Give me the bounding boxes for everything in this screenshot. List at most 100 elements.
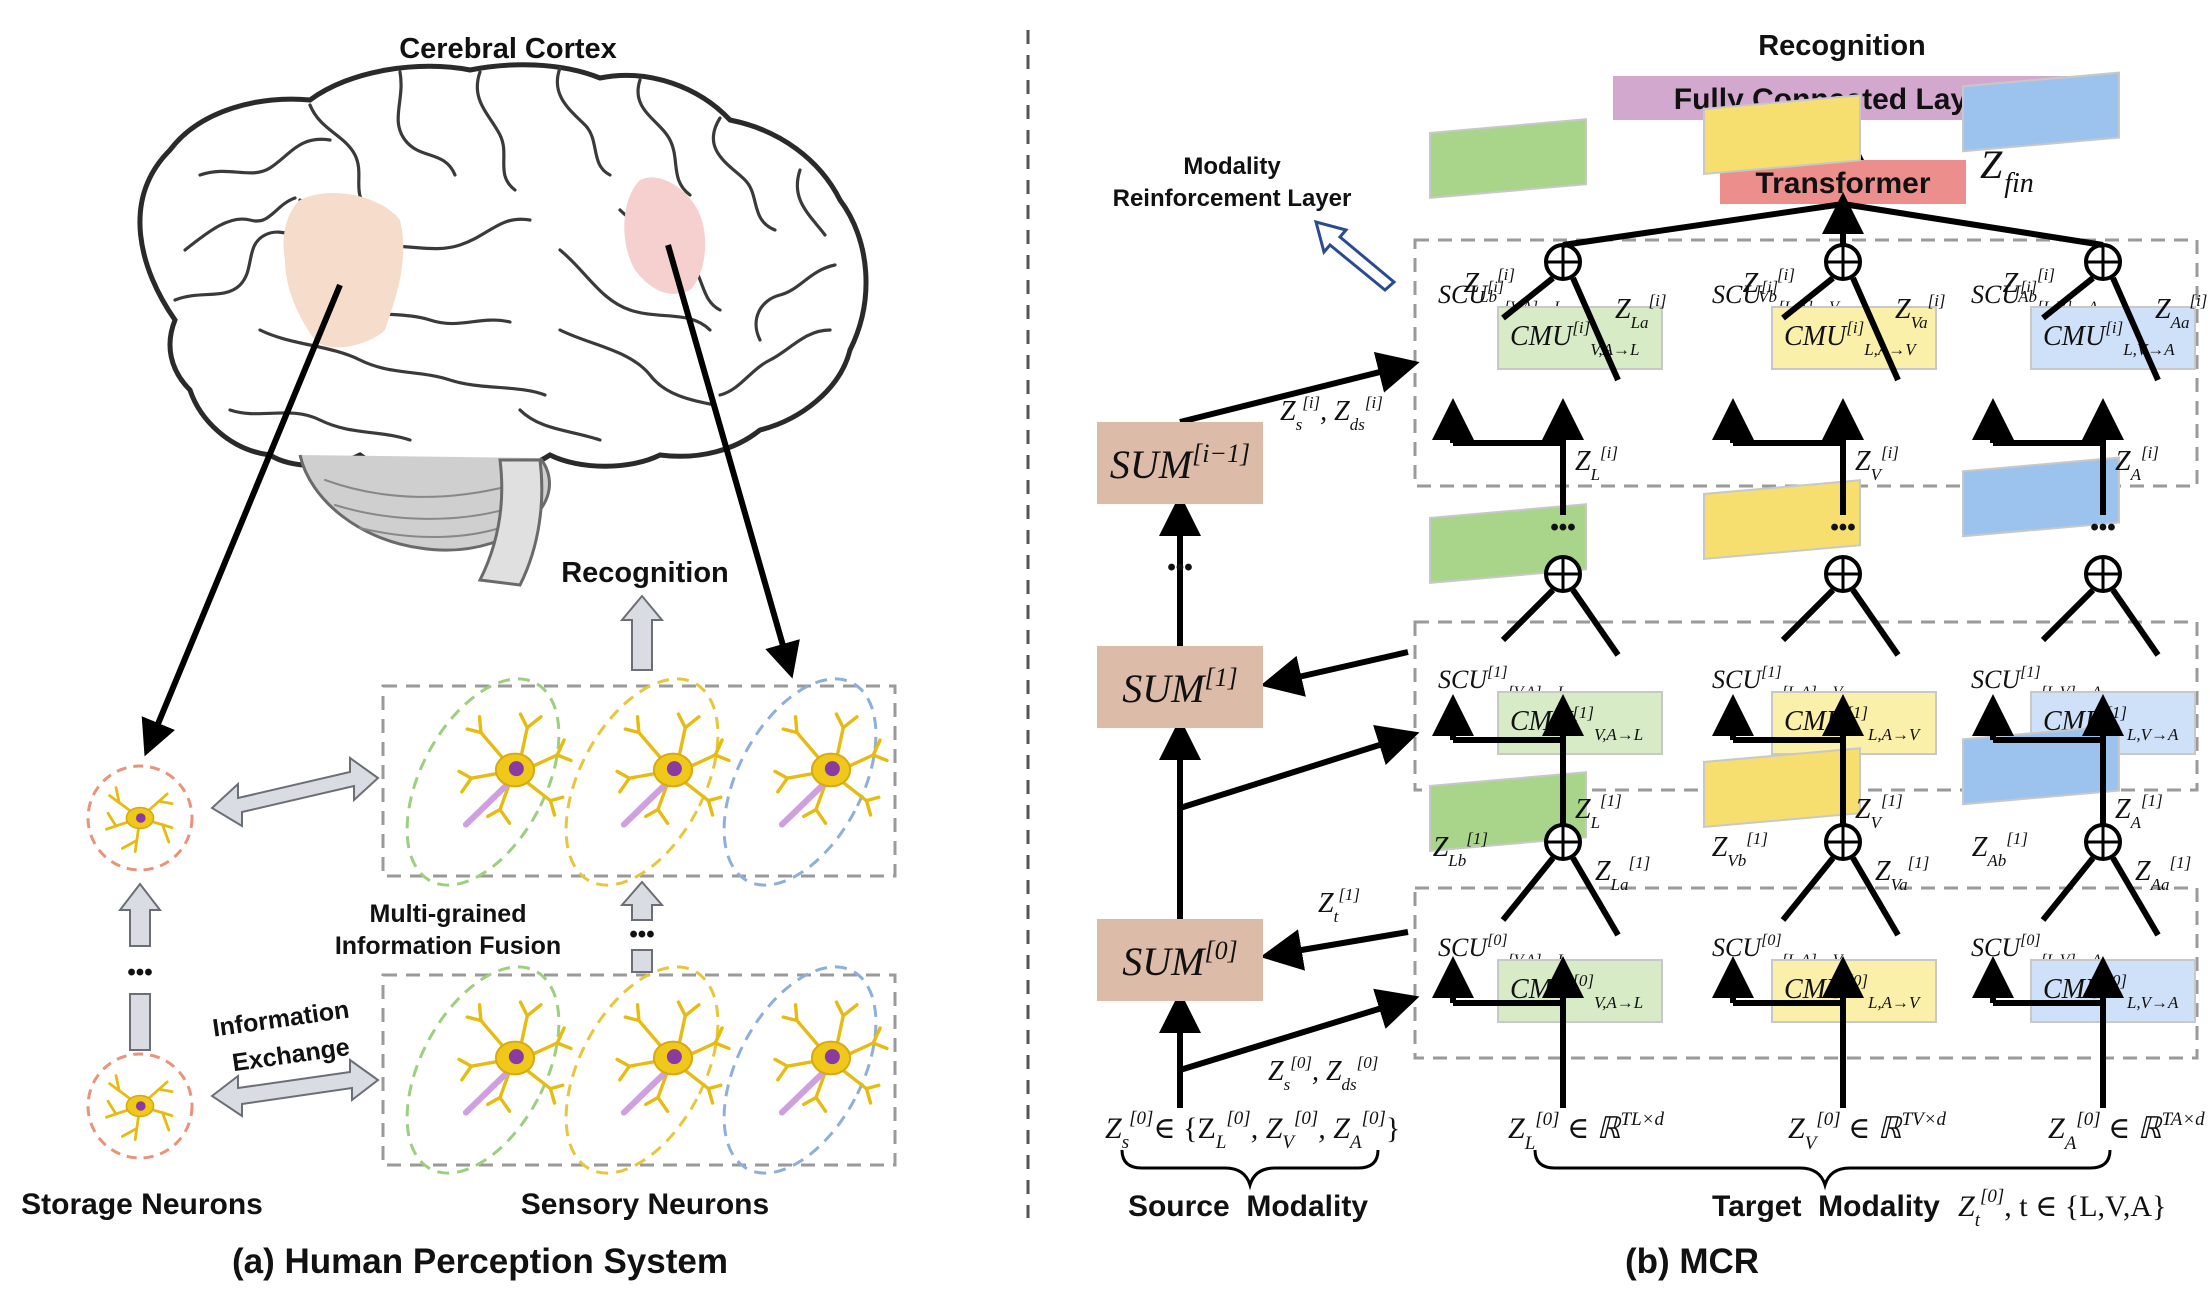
sensory-neurons-bottom (405, 965, 908, 1175)
caption-b: (b) MCR (1625, 1242, 1759, 1281)
sum-box-1 (1097, 646, 1263, 728)
sensory-neurons-top (405, 677, 908, 887)
zi-A: ZA[i] (2115, 443, 2159, 484)
z1-A: ZA[1] (2115, 791, 2163, 832)
sum-to-layer1 (1179, 725, 1420, 811)
cerebellum (298, 454, 551, 552)
recognition-label-a: Recognition (561, 557, 729, 589)
arrow-brain-to-storage (141, 283, 343, 757)
z1-a-L: ZLa[1] (1595, 853, 1650, 894)
storage-region (283, 192, 404, 348)
l1-out-b-V (1780, 587, 1836, 643)
li-out-b-A (2041, 275, 2095, 321)
cortex-title: Cerebral Cortex (399, 33, 617, 65)
zi-b-L: ZLb[i] (1463, 265, 1515, 306)
sensory-neuron-6 (775, 1002, 887, 1112)
storage-dots: ••• (127, 959, 152, 986)
l1-out-a-A (2110, 588, 2161, 657)
sensory-neurons-label: Sensory Neurons (521, 1188, 769, 1221)
l0-out-a-V (1850, 856, 1901, 937)
storage-stem (129, 993, 151, 1051)
layer-dots-A: ••• (2090, 514, 2115, 541)
fusion-label-1: Multi-grained (370, 900, 527, 928)
zi-a-V: ZVa[i] (1895, 291, 1946, 332)
sensory-neuron-4 (459, 1002, 571, 1112)
sensory-region (624, 177, 706, 294)
sum-label-1: SUM[1] (1122, 663, 1237, 711)
input-z0-V: ZV[0] ∈ ℝTV×d (1788, 1109, 1947, 1154)
z1-a-V: ZVa[1] (1875, 853, 1929, 894)
sum-box-0 (1097, 919, 1263, 1001)
zi-b-A: ZAb[i] (2003, 265, 2055, 306)
zsi-label: Zs[i], Zds[i] (1280, 393, 1383, 434)
sensory-neuron-1 (459, 714, 571, 824)
target-brace (1533, 1149, 2112, 1191)
cmu-box-i-A (2030, 306, 2196, 370)
input-z0-A: ZA[0] ∈ ℝTA×d (2048, 1109, 2205, 1154)
zi-a-A: ZAa[i] (2155, 291, 2207, 332)
z1-b-L: ZLb[1] (1433, 829, 1488, 870)
scu-box-i-V (1703, 94, 1861, 176)
zi-L: ZL[i] (1575, 443, 1618, 484)
zi-b-V: ZVb[i] (1743, 265, 1795, 306)
l0-out-b-L (1500, 856, 1556, 922)
recognition-up-arrow-a (619, 594, 665, 671)
arrow-brain-to-sensory (665, 244, 800, 679)
panel-b: Recognition Fully Connected Layers Trans… (1097, 30, 2207, 1281)
neuron-ellipse-blue-bottom (722, 965, 878, 1175)
scu-box-0-A (1962, 724, 2120, 806)
neuron-ellipse-yellow-top (564, 677, 720, 887)
recognition-label-b: Recognition (1758, 30, 1926, 62)
sumi-to-layeri (1179, 351, 1420, 425)
li-out-a-A (2110, 276, 2161, 382)
l0-out-b-A (2040, 856, 2096, 922)
zs0-label: Zs[0], Zds[0] (1268, 1053, 1378, 1094)
li-out-a-L (1570, 276, 1621, 382)
fusion-up-arrow (619, 880, 665, 921)
sensory-neuron-2 (617, 714, 729, 824)
z1-b-V: ZVb[1] (1712, 829, 1768, 870)
scu-box-1-A (1962, 456, 2120, 538)
mrl-label-1: Modality (1183, 153, 1281, 180)
storage-neuron-circle-top (86, 764, 194, 872)
zi-V: ZV[i] (1855, 443, 1899, 484)
layer-dots-V: ••• (1830, 514, 1855, 541)
source-expression: Zs[0]∈ {ZL[0], ZV[0], ZA[0]} (1105, 1108, 1400, 1153)
storage-neuron-bottom (105, 1074, 174, 1141)
z1-L: ZL[1] (1575, 791, 1622, 832)
scu-box-0-V (1703, 747, 1861, 829)
neuron-ellipse-yellow-bottom (564, 965, 720, 1175)
scu-box-i-A (1962, 71, 2120, 153)
fusion-stem (631, 949, 653, 973)
fusion-dots: ••• (629, 921, 654, 948)
l1-out-b-L (1500, 587, 1556, 643)
sensory-neuron-3 (775, 714, 887, 824)
l1-out-b-A (2040, 587, 2096, 643)
layer0-to-sum0 (1260, 929, 1409, 971)
cmu-box-i-V (1771, 306, 1937, 370)
neuron-ellipse-blue-top (722, 677, 878, 887)
l0-out-b-V (1780, 856, 1836, 922)
mrl-hollow-arrow (1313, 219, 1397, 292)
scu-box-1-V (1703, 479, 1861, 561)
to-transformer-A (1842, 201, 2104, 248)
scu-box-0-L (1429, 771, 1587, 852)
sum-box-i-1 (1097, 422, 1263, 504)
layer-dots-L: ••• (1550, 514, 1575, 541)
li-out-b-V (1781, 275, 1835, 321)
panel-a: Cerebral Cortex (21, 33, 908, 1281)
exchange-arrow-top (210, 756, 380, 828)
source-modality-label: Source Modality (1128, 1190, 1368, 1223)
zfin-label: Zfin (1980, 142, 2034, 199)
scu-box-1-L (1429, 503, 1587, 584)
source-brace (1120, 1149, 1380, 1191)
neuron-ellipse-green-bottom (405, 965, 561, 1175)
storage-neurons-label: Storage Neurons (21, 1188, 263, 1221)
fusion-label-2: Information Fusion (335, 932, 561, 960)
z1-b-A: ZAb[1] (1972, 829, 2028, 870)
storage-neuron-top (105, 786, 174, 853)
mrl-label-2: Reinforcement Layer (1113, 185, 1352, 212)
to-transformer-L (1562, 201, 1844, 248)
storage-up-arrow (117, 882, 163, 947)
